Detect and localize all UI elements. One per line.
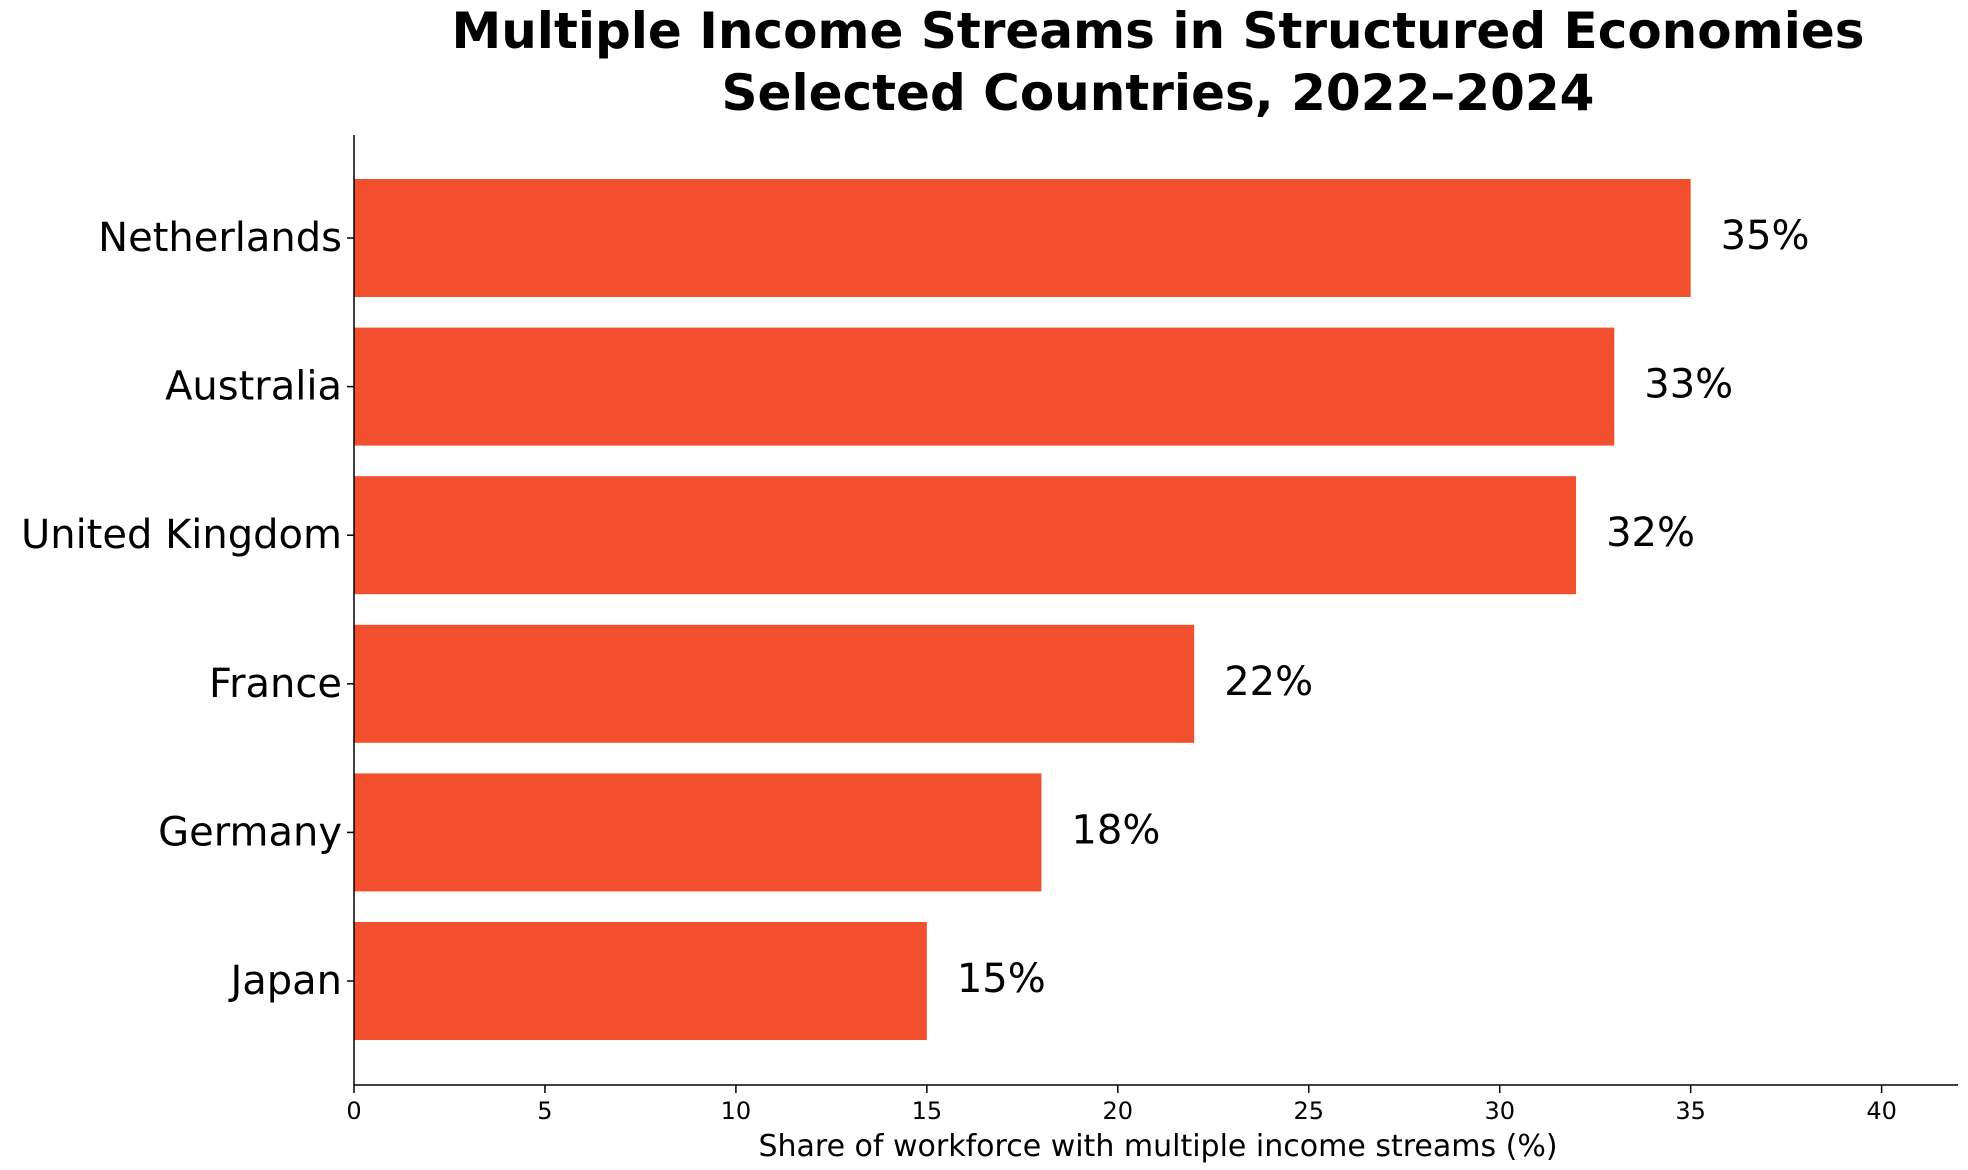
x-ticks-group: 0 5 10 15 20 25 30 35 40 bbox=[346, 1085, 1897, 1125]
category-label-france: France bbox=[209, 661, 342, 707]
category-label-united-kingdom: United Kingdom bbox=[21, 512, 342, 558]
x-tick-label-20: 20 bbox=[1103, 1097, 1134, 1125]
value-label-france: 22% bbox=[1224, 659, 1313, 705]
x-tick-label-35: 35 bbox=[1675, 1097, 1706, 1125]
bar-japan bbox=[354, 922, 927, 1040]
value-label-germany: 18% bbox=[1071, 807, 1160, 853]
category-label-australia: Australia bbox=[165, 364, 342, 410]
bar-germany bbox=[354, 773, 1042, 892]
value-label-japan: 15% bbox=[957, 956, 1046, 1002]
value-labels-group: 35% 33% 32% 22% 18% 15% bbox=[957, 213, 1810, 1002]
bar-france bbox=[354, 624, 1195, 743]
value-label-netherlands: 35% bbox=[1721, 213, 1810, 259]
chart-title-line-1: Multiple Income Streams in Structured Ec… bbox=[451, 2, 1864, 60]
x-tick-label-15: 15 bbox=[912, 1097, 943, 1125]
bar-australia bbox=[354, 327, 1615, 446]
value-label-australia: 33% bbox=[1644, 362, 1733, 408]
category-label-japan: Japan bbox=[227, 958, 342, 1004]
category-label-netherlands: Netherlands bbox=[98, 215, 342, 261]
x-axis-label: Share of workforce with multiple income … bbox=[758, 1129, 1557, 1164]
bar-united-kingdom bbox=[354, 476, 1577, 595]
chart-title-line-2: Selected Countries, 2022–2024 bbox=[722, 64, 1595, 122]
x-tick-label-30: 30 bbox=[1484, 1097, 1515, 1125]
bars-group bbox=[354, 179, 1691, 1040]
x-tick-label-40: 40 bbox=[1866, 1097, 1897, 1125]
x-tick-label-0: 0 bbox=[346, 1097, 361, 1125]
category-labels-group: Netherlands Australia United Kingdom France… bbox=[21, 215, 354, 1004]
x-tick-label-5: 5 bbox=[537, 1097, 552, 1125]
bar-netherlands bbox=[354, 179, 1691, 297]
x-tick-label-25: 25 bbox=[1293, 1097, 1324, 1125]
x-tick-label-10: 10 bbox=[721, 1097, 752, 1125]
value-label-united-kingdom: 32% bbox=[1606, 510, 1695, 556]
category-label-germany: Germany bbox=[158, 809, 342, 855]
